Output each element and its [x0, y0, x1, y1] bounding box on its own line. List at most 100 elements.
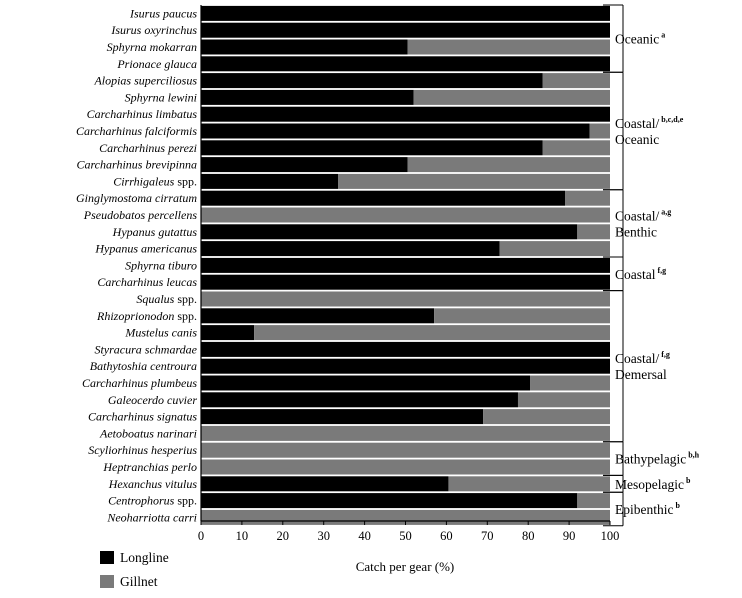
bar-longline-19: [201, 325, 255, 341]
category-label: Mustelus canis: [124, 326, 197, 340]
bar-longline-3: [201, 56, 610, 72]
category-label: Carcharhinus plumbeus: [82, 376, 197, 390]
bar-longline-4: [201, 73, 543, 89]
group-label: Oceanic: [615, 132, 659, 147]
category-label: Cirrhigaleus spp.: [113, 174, 197, 188]
bar-longline-5: [201, 89, 414, 105]
bar-gillnet-10: [338, 173, 610, 189]
group-label: Mesopelagic b: [615, 476, 691, 492]
group-label: Epibenthic b: [615, 501, 680, 517]
x-tick-label: 80: [522, 529, 535, 543]
bar-gillnet-29: [577, 493, 610, 509]
group-superscript: b,h: [688, 451, 699, 460]
legend: Longline Gillnet: [100, 550, 169, 589]
bar-longline-14: [201, 241, 500, 257]
bar-gillnet-13: [577, 224, 610, 240]
bar-longline-10: [201, 173, 339, 189]
category-label: Sphyrna mokarran: [107, 40, 197, 54]
bar-gillnet-12: [201, 207, 610, 223]
bar-longline-1: [201, 22, 610, 38]
x-tick-label: 100: [601, 529, 620, 543]
bar-longline-9: [201, 157, 408, 173]
category-label: Carcharhinus leucas: [97, 275, 197, 289]
category-label: Carcharhinus brevipinna: [76, 158, 197, 172]
category-label: Sphyrna lewini: [125, 90, 197, 104]
category-label: Heptranchias perlo: [102, 460, 197, 474]
group-label: Demersal: [615, 367, 667, 382]
bar-longline-6: [201, 106, 610, 122]
bar-gillnet-4: [542, 73, 610, 89]
bar-longline-13: [201, 224, 578, 240]
bar-gillnet-5: [413, 89, 610, 105]
category-label: Rhizoprionodon spp.: [96, 309, 197, 323]
category-label: Hexanchus vitulus: [108, 477, 198, 491]
category-label: Carcharhinus falciformis: [76, 124, 197, 138]
category-label: Isurus oxyrinchus: [110, 23, 197, 37]
group-label: Coastal/f,g: [615, 350, 670, 366]
x-tick-label: 30: [317, 529, 330, 543]
group-superscript: b,c,d,e: [661, 115, 683, 124]
x-tick-label: 90: [563, 529, 576, 543]
bar-longline-20: [201, 341, 610, 357]
x-tick-label: 10: [236, 529, 249, 543]
bar-longline-16: [201, 274, 610, 290]
x-tick-label: 50: [399, 529, 412, 543]
bar-longline-24: [201, 409, 484, 425]
group-superscript: f,g: [658, 266, 667, 275]
category-label: Neoharriotta carri: [106, 510, 197, 524]
category-label: Scyliorhinus hesperius: [88, 443, 197, 457]
bar-gillnet-27: [201, 459, 610, 475]
group-superscript: f,g: [661, 350, 670, 359]
bar-longline-21: [201, 358, 610, 374]
x-tick-label: 40: [358, 529, 371, 543]
x-tick-label: 0: [198, 529, 204, 543]
category-label: Bathytoshia centroura: [90, 359, 197, 373]
bar-gillnet-24: [483, 409, 610, 425]
category-label: Ginglymostoma cirratum: [76, 191, 197, 205]
bar-gillnet-11: [565, 190, 610, 206]
bar-longline-11: [201, 190, 566, 206]
category-labels: Isurus paucus Isurus oxyrinchus Sphyrna mo…: [76, 6, 198, 524]
category-label: Carcharhinus limbatus: [87, 107, 198, 121]
bar-gillnet-17: [201, 291, 610, 307]
category-label: Carcharhinus signatus: [88, 410, 197, 424]
category-label: Centrophorus spp.: [108, 494, 197, 508]
bar-gillnet-7: [589, 123, 610, 139]
x-tick-label: 20: [277, 529, 290, 543]
x-axis: 0 10 20 30 40 50 60 70 80 90 100: [198, 5, 620, 543]
group-label: Coastal/a,g: [615, 207, 671, 223]
bar-gillnet-9: [407, 157, 610, 173]
bar-gillnet-26: [201, 442, 610, 458]
bar-gillnet-25: [201, 425, 610, 441]
bar-gillnet-14: [499, 241, 610, 257]
bar-longline-7: [201, 123, 590, 139]
bar-gillnet-8: [542, 140, 610, 156]
x-tick-label: 70: [481, 529, 494, 543]
legend-label: Gillnet: [120, 574, 158, 589]
bar-gillnet-28: [448, 476, 610, 492]
legend-label: Longline: [120, 550, 169, 565]
category-label: Styracura schmardae: [94, 342, 197, 356]
group-label: Coastal/b,c,d,e: [615, 115, 684, 131]
bar-gillnet-19: [254, 325, 611, 341]
bar-gillnet-2: [407, 39, 610, 55]
bar-longline-18: [201, 308, 435, 324]
bar-gillnet-22: [530, 375, 610, 391]
category-label: Prionace glauca: [116, 57, 197, 71]
bar-gillnet-18: [434, 308, 610, 324]
category-label: Isurus paucus: [129, 6, 197, 20]
category-label: Hypanus americanus: [94, 242, 197, 256]
bar-longline-29: [201, 493, 578, 509]
category-label: Carcharhinus perezi: [99, 141, 197, 155]
category-label: Sphyrna tiburo: [125, 258, 197, 272]
category-label: Galeocerdo cuvier: [108, 393, 198, 407]
bar-longline-28: [201, 476, 449, 492]
bar-longline-23: [201, 392, 518, 408]
bar-longline-2: [201, 39, 408, 55]
bar-longline-22: [201, 375, 531, 391]
bar-gillnet-23: [517, 392, 610, 408]
category-label: Aetoboatus narinari: [99, 426, 197, 440]
group-label: Bathypelagic b,h: [615, 451, 700, 467]
group-superscript: a,g: [661, 207, 671, 216]
